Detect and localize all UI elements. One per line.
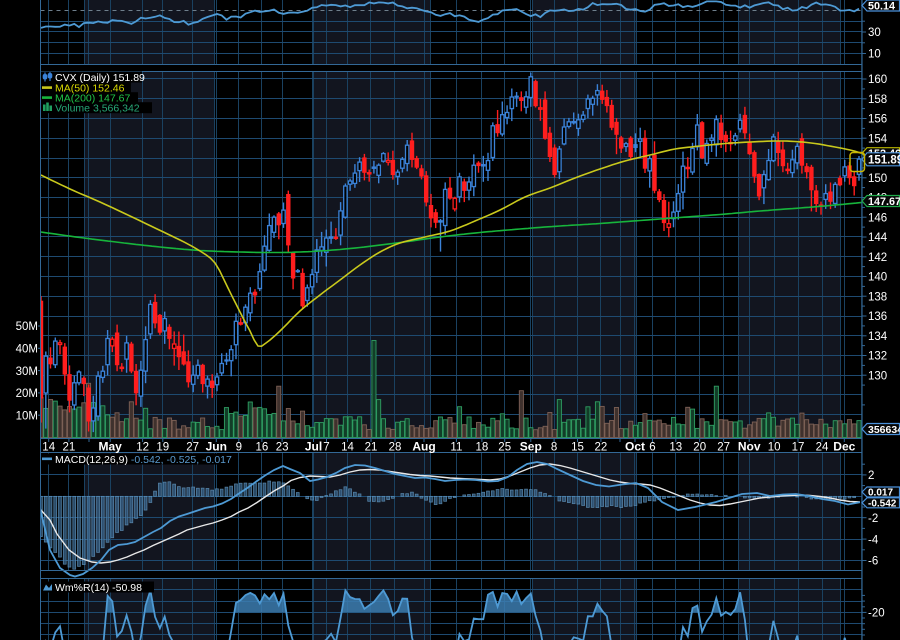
svg-text:23: 23 xyxy=(276,442,289,454)
svg-text:130: 130 xyxy=(868,370,887,382)
svg-text:20M: 20M xyxy=(16,388,38,400)
svg-text:10: 10 xyxy=(768,442,781,454)
svg-text:19: 19 xyxy=(156,442,169,454)
svg-text:21: 21 xyxy=(365,442,378,454)
svg-text:3566342: 3566342 xyxy=(868,424,900,436)
svg-text:-2: -2 xyxy=(868,513,878,525)
svg-text:30M: 30M xyxy=(16,366,38,378)
svg-text:8: 8 xyxy=(551,442,557,454)
svg-text:Sep: Sep xyxy=(520,440,542,454)
svg-text:154: 154 xyxy=(868,133,888,145)
svg-text:12: 12 xyxy=(136,442,149,454)
svg-text:150: 150 xyxy=(868,173,887,185)
svg-text:28: 28 xyxy=(389,442,402,454)
svg-text:144: 144 xyxy=(868,232,888,244)
svg-text:0.017: 0.017 xyxy=(868,488,893,499)
svg-text:11: 11 xyxy=(450,442,462,454)
svg-text:20: 20 xyxy=(693,442,706,454)
svg-text:40M: 40M xyxy=(16,344,38,356)
svg-text:16: 16 xyxy=(256,442,269,454)
svg-text:CVX (Daily) 151.89: CVX (Daily) 151.89 xyxy=(55,72,145,84)
svg-text:25: 25 xyxy=(498,442,511,454)
svg-text:15: 15 xyxy=(571,442,584,454)
svg-text:30: 30 xyxy=(868,27,881,39)
svg-text:May: May xyxy=(99,440,123,454)
svg-text:MACD(12,26,9) -0.542, -0.525,: MACD(12,26,9) -0.542, -0.525, -0.017 xyxy=(55,454,232,466)
svg-text:140: 140 xyxy=(868,272,887,284)
svg-text:50M: 50M xyxy=(16,321,38,333)
svg-text:138: 138 xyxy=(868,291,887,303)
svg-text:9: 9 xyxy=(236,442,242,454)
svg-text:MA(200) 147.67: MA(200) 147.67 xyxy=(55,93,130,105)
svg-text:160: 160 xyxy=(868,74,887,86)
svg-text:Wm%R(14) -50.98: Wm%R(14) -50.98 xyxy=(55,582,142,594)
svg-text:27: 27 xyxy=(717,442,730,454)
svg-text:10: 10 xyxy=(868,49,881,61)
svg-text:-0.542: -0.542 xyxy=(868,498,897,509)
svg-text:147.67: 147.67 xyxy=(868,196,900,208)
svg-text:21: 21 xyxy=(63,442,76,454)
svg-text:136: 136 xyxy=(868,311,887,323)
svg-text:146: 146 xyxy=(868,212,887,224)
svg-text:22: 22 xyxy=(595,442,608,454)
svg-text:151.89: 151.89 xyxy=(868,154,900,166)
svg-text:Jul: Jul xyxy=(305,440,322,454)
svg-text:-20: -20 xyxy=(868,608,885,620)
svg-text:-6: -6 xyxy=(868,556,878,568)
svg-text:Nov: Nov xyxy=(738,440,761,454)
svg-text:14: 14 xyxy=(341,442,354,454)
svg-text:-4: -4 xyxy=(868,534,879,546)
svg-text:18: 18 xyxy=(476,442,489,454)
svg-text:Dec: Dec xyxy=(833,440,855,454)
svg-text:14: 14 xyxy=(42,442,55,454)
svg-text:Jun: Jun xyxy=(206,440,227,454)
svg-text:156: 156 xyxy=(868,114,887,126)
svg-text:142: 142 xyxy=(868,252,887,264)
svg-text:6: 6 xyxy=(649,442,655,454)
svg-text:Oct: Oct xyxy=(625,440,645,454)
svg-text:2: 2 xyxy=(868,470,874,482)
svg-text:17: 17 xyxy=(792,442,805,454)
svg-text:134: 134 xyxy=(868,331,888,343)
svg-text:24: 24 xyxy=(816,442,829,454)
svg-text:Volume 3,566,342: Volume 3,566,342 xyxy=(55,103,140,115)
svg-text:13: 13 xyxy=(669,442,682,454)
svg-text:10M: 10M xyxy=(16,410,38,422)
svg-text:7: 7 xyxy=(323,442,329,454)
svg-text:27: 27 xyxy=(186,442,199,454)
svg-text:50.14: 50.14 xyxy=(868,0,895,12)
svg-text:Aug: Aug xyxy=(412,440,435,454)
svg-text:132: 132 xyxy=(868,351,887,363)
svg-text:MA(50) 152.46: MA(50) 152.46 xyxy=(55,83,125,95)
svg-text:158: 158 xyxy=(868,94,887,106)
